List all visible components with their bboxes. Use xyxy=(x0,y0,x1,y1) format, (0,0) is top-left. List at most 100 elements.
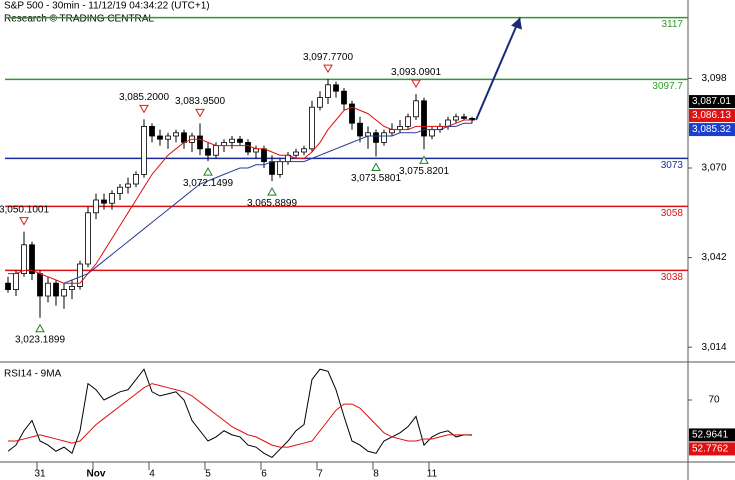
candle-body xyxy=(69,285,75,290)
y-tick-label: 3,014 xyxy=(701,342,726,353)
candle-body xyxy=(421,100,427,137)
candle-body xyxy=(109,193,115,204)
candle-body xyxy=(133,173,139,185)
x-tick-label: Nov xyxy=(87,469,106,480)
price-box-label: 3,087.01 xyxy=(692,96,731,107)
level-label: 3058 xyxy=(661,208,684,219)
pivot-label: 3,065.8899 xyxy=(247,198,297,209)
candle-body xyxy=(141,126,147,175)
candle-body xyxy=(157,135,163,140)
candle-body xyxy=(405,116,411,127)
candle-body xyxy=(117,186,123,194)
pivot-marker xyxy=(203,167,213,176)
x-tick-label: 5 xyxy=(205,469,211,480)
pivot-label: 3,075.8201 xyxy=(399,166,449,177)
candle-body xyxy=(37,273,43,297)
candle-body xyxy=(5,282,11,291)
level-label: 3038 xyxy=(661,272,684,283)
candle-body xyxy=(45,282,51,297)
candle-body xyxy=(125,183,131,188)
candle-body xyxy=(309,106,315,150)
price-box-label: 3,086.13 xyxy=(692,110,731,121)
candle-body xyxy=(197,135,203,150)
target-arrowhead xyxy=(511,17,522,30)
price-box-label: 52.7762 xyxy=(692,444,729,455)
candle-body xyxy=(277,161,283,175)
x-tick-label: 6 xyxy=(261,469,267,480)
chart-subtitle: Research © TRADING CENTRAL xyxy=(4,14,154,25)
candle-body xyxy=(229,138,235,143)
y-tick-label: 3,098 xyxy=(701,73,726,84)
x-tick-label: 11 xyxy=(427,469,438,480)
pivot-marker xyxy=(411,79,421,89)
candle-body xyxy=(21,244,27,275)
price-box xyxy=(689,95,735,109)
candle-body xyxy=(301,148,307,153)
pivot-label: 3,085.2000 xyxy=(119,92,169,103)
candle-body xyxy=(13,273,19,291)
pivot-label: 3,072.1499 xyxy=(183,178,233,189)
x-tick-label: 7 xyxy=(317,469,323,480)
pivot-marker xyxy=(419,155,429,164)
candle-body xyxy=(269,161,275,175)
candle-body xyxy=(261,148,267,163)
candle-body xyxy=(413,100,419,118)
x-tick-label: 4 xyxy=(149,469,155,480)
candle-body xyxy=(53,282,59,297)
pivot-label: 3,093.0901 xyxy=(391,67,441,78)
price-box xyxy=(689,123,735,137)
pivot-marker xyxy=(195,108,205,118)
y-tick-label: 70 xyxy=(708,395,720,406)
candle-body xyxy=(149,126,155,137)
pivot-marker xyxy=(35,323,45,333)
target-arrow xyxy=(475,17,521,121)
price-box xyxy=(689,428,735,442)
candle-body xyxy=(429,129,435,137)
pivot-label: 3,050.1001 xyxy=(0,204,49,215)
candle-body xyxy=(85,212,91,265)
series-line xyxy=(63,122,472,284)
candle-body xyxy=(325,84,331,99)
pivot-marker xyxy=(139,104,149,114)
pivot-label: 3,073.5801 xyxy=(351,173,401,184)
pivot-label: 3,023.1899 xyxy=(15,334,65,345)
level-label: 3117 xyxy=(661,19,683,30)
x-tick-label: 31 xyxy=(34,469,46,480)
candle-body xyxy=(213,145,219,156)
pivot-label: 3,097.7700 xyxy=(303,52,353,63)
price-box xyxy=(689,442,735,456)
pivot-label: 3,083.9500 xyxy=(175,96,225,107)
candle-body xyxy=(173,132,179,137)
candle-body xyxy=(237,138,243,143)
rsi-title: RSI14 - 9MA xyxy=(4,369,62,380)
y-tick-label: 3,070 xyxy=(701,163,726,174)
candle-body xyxy=(293,151,299,156)
chart-title: S&P 500 - 30min - 11/12/19 04:34:22 (UTC… xyxy=(4,1,210,12)
pivot-marker xyxy=(267,187,277,196)
level-label: 3073 xyxy=(661,160,684,171)
candle-body xyxy=(61,289,67,297)
price-box-label: 52.9641 xyxy=(692,430,729,441)
candle-body xyxy=(357,122,363,137)
candle-body xyxy=(349,103,355,124)
candle-body xyxy=(93,199,99,214)
candle-body xyxy=(29,244,35,275)
series-line xyxy=(8,383,473,448)
price-box xyxy=(689,109,735,123)
candle-body xyxy=(245,141,251,153)
x-tick-label: 8 xyxy=(373,469,379,480)
candle-body xyxy=(205,148,211,156)
level-label: 3097.7 xyxy=(652,81,683,92)
price-box-label: 3,085.32 xyxy=(692,124,731,135)
pivot-marker xyxy=(19,217,29,226)
candle-body xyxy=(317,97,323,108)
pivot-marker xyxy=(323,64,333,74)
series-line xyxy=(7,368,473,459)
candle-body xyxy=(77,263,83,287)
candle-body xyxy=(381,132,387,143)
y-tick-label: 3,042 xyxy=(701,252,726,263)
candle-body xyxy=(373,132,379,143)
candle-body xyxy=(181,132,187,143)
